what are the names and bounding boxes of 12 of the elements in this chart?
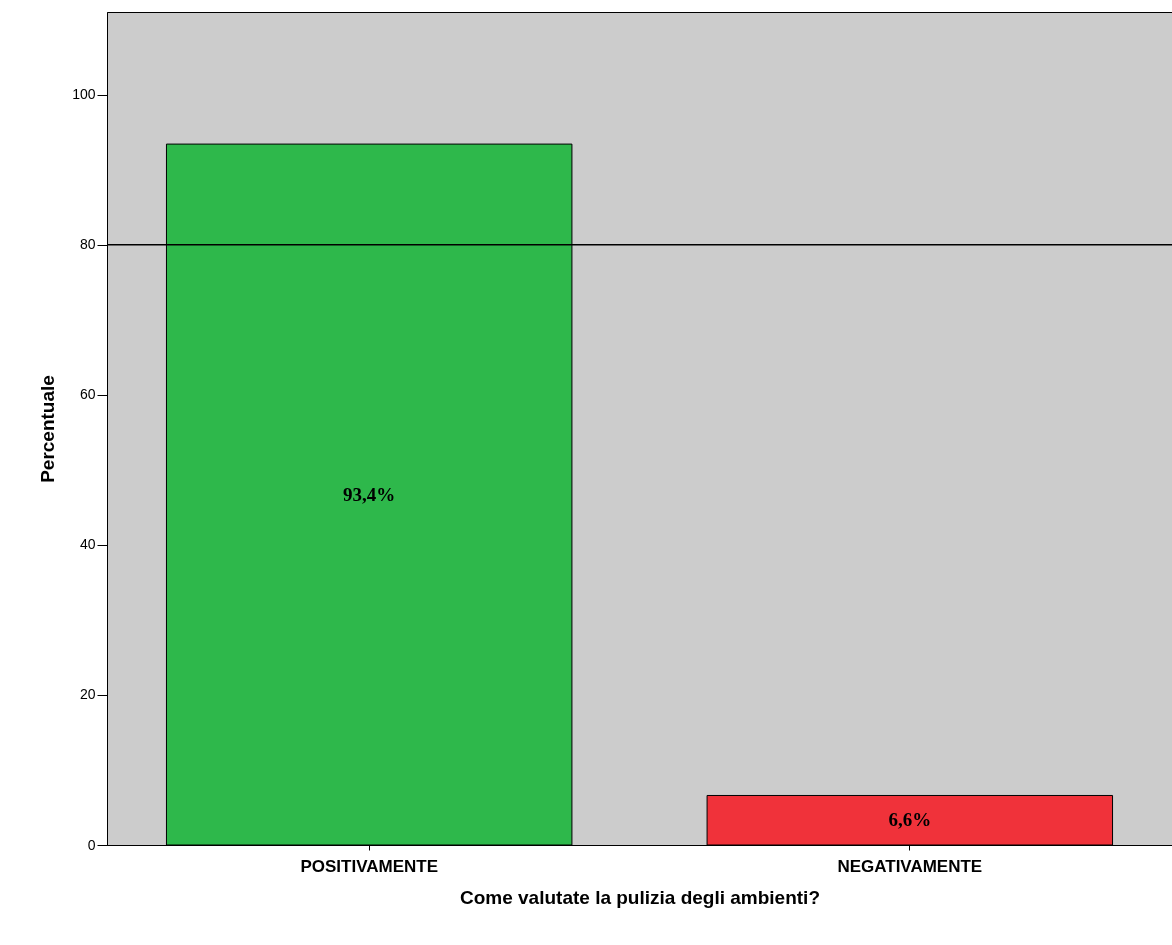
data-label: 6,6% xyxy=(888,809,932,831)
y-tick-label: 20 xyxy=(79,686,96,703)
x-tick-label: POSITIVAMENTE xyxy=(300,856,438,876)
y-axis-title: Percentuale xyxy=(37,375,59,483)
y-tick-label: 60 xyxy=(79,386,96,403)
y-tick-label: 80 xyxy=(79,236,96,253)
x-axis-title: Come valutate la pulizia degli ambienti? xyxy=(459,886,821,908)
y-tick-label: 0 xyxy=(87,836,96,853)
y-tick-label: 100 xyxy=(72,86,96,103)
x-tick-label: NEGATIVAMENTE xyxy=(837,856,983,876)
y-tick-label: 40 xyxy=(79,536,96,553)
data-label: 93,4% xyxy=(343,483,396,505)
